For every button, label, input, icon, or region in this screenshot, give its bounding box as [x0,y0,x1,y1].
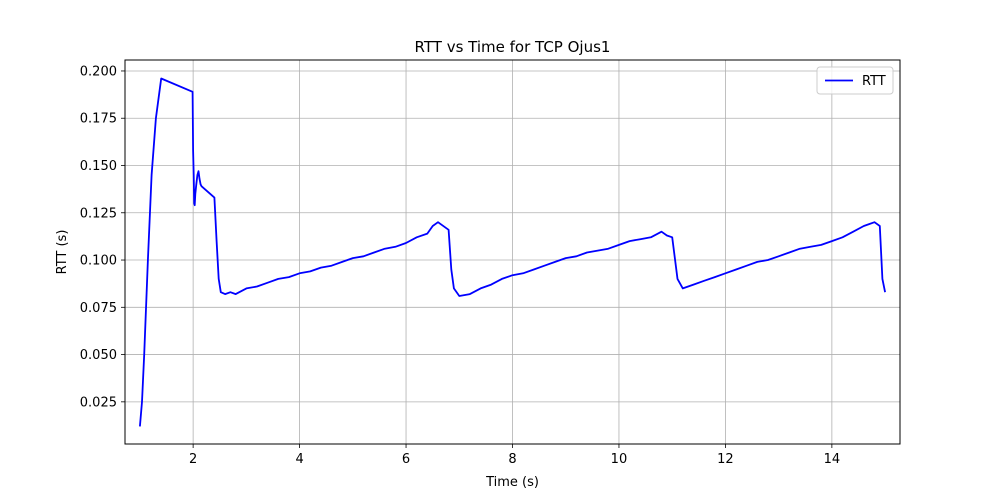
y-tick-label: 0.200 [80,64,117,79]
y-tick-label: 0.125 [80,206,117,221]
series-line-rtt [139,77,886,427]
x-axis-title: Time (s) [485,475,539,490]
x-tick-label: 12 [717,452,734,467]
y-axis-title: RTT (s) [55,230,70,275]
legend-label-rtt: RTT [862,74,886,89]
grid-lines [125,60,900,444]
axis-ticks: 2 4 6 8 10 12 14 0.025 0.050 0.075 0.100 0.125 0.150… [80,64,840,467]
series-layer [139,77,886,427]
legend: RTT [816,66,894,95]
x-tick-label: 4 [295,452,303,467]
x-tick-label: 14 [824,452,841,467]
y-tick-label: 0.050 [80,348,117,363]
y-tick-label: 0.175 [80,112,117,127]
x-tick-label: 10 [611,452,628,467]
legend-box [816,66,894,95]
y-tick-label: 0.150 [80,159,117,174]
chart-title: RTT vs Time for TCP Ojus1 [415,38,611,56]
x-tick-label: 6 [402,452,410,467]
y-tick-label: 0.025 [80,395,117,410]
y-tick-label: 0.100 [80,254,117,269]
x-tick-label: 2 [189,452,197,467]
x-tick-label: 8 [508,452,516,467]
y-tick-label: 0.075 [80,301,117,316]
